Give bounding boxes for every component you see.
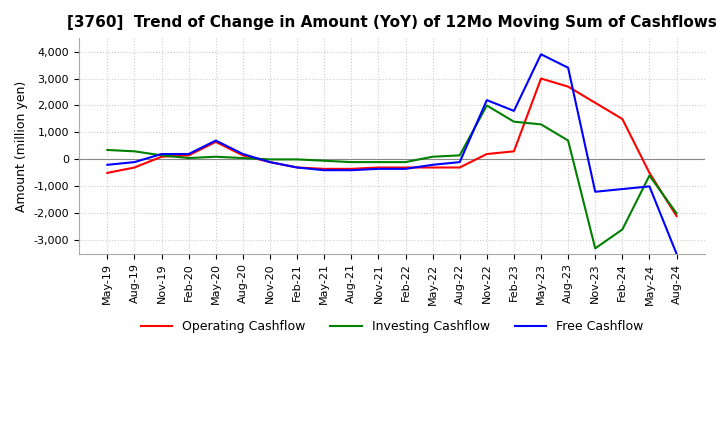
Line: Investing Cashflow: Investing Cashflow — [107, 106, 677, 248]
Operating Cashflow — [536, 76, 545, 81]
Investing Cashflow — [293, 157, 302, 162]
Free Cashflow — [645, 184, 654, 189]
Free Cashflow — [238, 151, 247, 157]
Operating Cashflow — [157, 154, 166, 159]
Investing Cashflow — [347, 159, 356, 165]
Investing Cashflow — [320, 158, 328, 163]
Free Cashflow — [293, 165, 302, 170]
Operating Cashflow — [238, 153, 247, 158]
Operating Cashflow — [130, 165, 139, 170]
Free Cashflow — [374, 166, 383, 172]
Operating Cashflow — [455, 165, 464, 170]
Operating Cashflow — [591, 100, 600, 106]
Line: Operating Cashflow: Operating Cashflow — [107, 79, 677, 216]
Investing Cashflow — [618, 227, 626, 232]
Investing Cashflow — [455, 153, 464, 158]
Operating Cashflow — [184, 153, 193, 158]
Free Cashflow — [455, 159, 464, 165]
Free Cashflow — [482, 98, 491, 103]
Free Cashflow — [510, 108, 518, 114]
Free Cashflow — [401, 166, 410, 172]
Operating Cashflow — [618, 116, 626, 121]
Free Cashflow — [157, 151, 166, 157]
Operating Cashflow — [672, 213, 681, 219]
Operating Cashflow — [103, 170, 112, 176]
Operating Cashflow — [428, 165, 437, 170]
Investing Cashflow — [184, 155, 193, 161]
Operating Cashflow — [266, 159, 274, 165]
Free Cashflow — [591, 189, 600, 194]
Y-axis label: Amount (million yen): Amount (million yen) — [15, 81, 28, 212]
Investing Cashflow — [130, 149, 139, 154]
Investing Cashflow — [645, 173, 654, 178]
Investing Cashflow — [212, 154, 220, 159]
Operating Cashflow — [645, 170, 654, 176]
Investing Cashflow — [374, 159, 383, 165]
Free Cashflow — [320, 168, 328, 173]
Line: Free Cashflow: Free Cashflow — [107, 54, 677, 254]
Investing Cashflow — [564, 138, 572, 143]
Investing Cashflow — [510, 119, 518, 125]
Investing Cashflow — [536, 122, 545, 127]
Legend: Operating Cashflow, Investing Cashflow, Free Cashflow: Operating Cashflow, Investing Cashflow, … — [135, 315, 648, 338]
Free Cashflow — [130, 159, 139, 165]
Investing Cashflow — [672, 211, 681, 216]
Free Cashflow — [618, 187, 626, 192]
Free Cashflow — [536, 51, 545, 57]
Operating Cashflow — [320, 166, 328, 172]
Free Cashflow — [564, 65, 572, 70]
Operating Cashflow — [510, 149, 518, 154]
Investing Cashflow — [482, 103, 491, 108]
Investing Cashflow — [428, 154, 437, 159]
Free Cashflow — [103, 162, 112, 168]
Operating Cashflow — [293, 165, 302, 170]
Investing Cashflow — [266, 157, 274, 162]
Investing Cashflow — [401, 159, 410, 165]
Title: [3760]  Trend of Change in Amount (YoY) of 12Mo Moving Sum of Cashflows: [3760] Trend of Change in Amount (YoY) o… — [67, 15, 717, 30]
Operating Cashflow — [564, 84, 572, 89]
Free Cashflow — [184, 151, 193, 157]
Free Cashflow — [212, 138, 220, 143]
Operating Cashflow — [401, 165, 410, 170]
Free Cashflow — [672, 251, 681, 257]
Free Cashflow — [347, 168, 356, 173]
Investing Cashflow — [103, 147, 112, 153]
Operating Cashflow — [347, 166, 356, 172]
Free Cashflow — [428, 162, 437, 168]
Free Cashflow — [266, 159, 274, 165]
Operating Cashflow — [374, 165, 383, 170]
Operating Cashflow — [482, 151, 491, 157]
Operating Cashflow — [212, 139, 220, 144]
Investing Cashflow — [591, 246, 600, 251]
Investing Cashflow — [238, 155, 247, 161]
Investing Cashflow — [157, 153, 166, 158]
